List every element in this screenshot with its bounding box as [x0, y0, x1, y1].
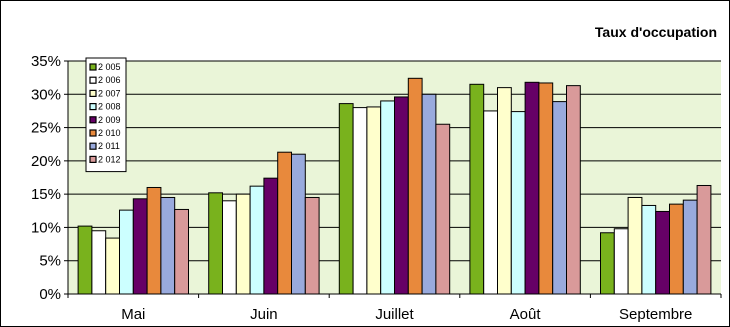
legend-label: 2 009: [98, 115, 121, 125]
y-tick-label: 25%: [31, 120, 61, 137]
bar-2011-juin: [291, 153, 306, 295]
bar-2007-septembre: [627, 196, 643, 295]
bar-2007-mai: [105, 237, 120, 295]
bar-2010-août: [538, 82, 554, 295]
y-tick-label: 35%: [31, 53, 61, 70]
y-tick-label: 0%: [39, 286, 61, 303]
legend-label: 2 008: [98, 102, 121, 112]
bar-2012-août: [566, 85, 581, 295]
bar-2009-mai: [132, 198, 148, 295]
bar-2006-mai: [91, 230, 107, 295]
y-tick-label: 15%: [31, 186, 61, 203]
legend-label: 2 012: [98, 154, 121, 164]
bar-2006-août: [483, 110, 499, 295]
bar-2005-mai: [77, 225, 93, 295]
bar-2009-août: [524, 81, 540, 295]
bar-2007-août: [497, 87, 512, 295]
bar-2011-septembre: [682, 199, 698, 295]
legend-swatch: [89, 102, 97, 111]
bar-2010-mai: [146, 186, 162, 295]
category-label: Juin: [250, 306, 278, 323]
bar-2012-septembre: [696, 184, 712, 295]
bar-2007-juin: [235, 193, 251, 295]
y-tick-label: 10%: [31, 219, 61, 236]
legend-swatch: [89, 155, 97, 163]
bar-2006-juin: [222, 200, 237, 295]
legend-label: 2 006: [98, 75, 121, 85]
category-label: Septembre: [619, 306, 692, 323]
category-label: Août: [510, 306, 542, 323]
legend-label: 2 011: [98, 141, 120, 151]
legend-swatch: [89, 129, 97, 137]
bar-2012-juillet: [435, 123, 451, 295]
bar-2012-juin: [304, 196, 320, 295]
bars: [77, 77, 712, 295]
bar-2006-juillet: [352, 107, 368, 295]
legend-label: 2 007: [98, 88, 121, 98]
bar-2005-août: [469, 83, 485, 295]
bar-2010-septembre: [669, 203, 684, 295]
category-label: Mai: [121, 306, 145, 323]
y-tick-label: 5%: [39, 253, 61, 270]
bar-2005-juin: [208, 192, 223, 295]
bar-2010-juin: [277, 151, 293, 295]
bar-2012-mai: [174, 208, 189, 295]
y-tick-label: 20%: [31, 153, 61, 170]
legend-label: 2 005: [98, 62, 121, 72]
bar-2006-septembre: [613, 228, 629, 295]
bar-2005-juillet: [338, 103, 354, 295]
bar-2008-mai: [119, 209, 134, 295]
y-tick-label: 30%: [31, 86, 61, 103]
legend-swatch: [89, 89, 97, 98]
axes: 0% 5% 10% 15% 20% 25% 30% 35% Mai Juin Juillet Août…: [31, 53, 722, 323]
legend-swatch: [89, 116, 97, 124]
bar-2008-juillet: [380, 100, 396, 295]
bar-2005-septembre: [600, 232, 615, 295]
legend-swatch: [89, 142, 97, 150]
chart-title: Taux d'occupation: [595, 24, 717, 40]
bar-2008-août: [510, 111, 526, 295]
bar-2011-août: [552, 101, 568, 295]
bar-2010-juillet: [407, 77, 423, 295]
bar-2009-septembre: [655, 210, 671, 295]
bar-2009-juin: [263, 177, 279, 295]
legend-swatch: [89, 76, 97, 84]
legend: 2 005 2 006 2 007 2 008 2 009 2 010 2 011 2 012: [85, 57, 127, 173]
bar-2008-septembre: [641, 204, 657, 295]
bar-2007-juillet: [366, 106, 382, 295]
bar-2009-juillet: [394, 96, 409, 295]
bar-2011-mai: [160, 196, 176, 295]
legend-swatch: [89, 63, 97, 71]
legend-label: 2 010: [98, 128, 121, 138]
category-label: Juillet: [375, 306, 414, 323]
bar-2011-juillet: [421, 93, 437, 295]
bar-2008-juin: [249, 185, 265, 295]
